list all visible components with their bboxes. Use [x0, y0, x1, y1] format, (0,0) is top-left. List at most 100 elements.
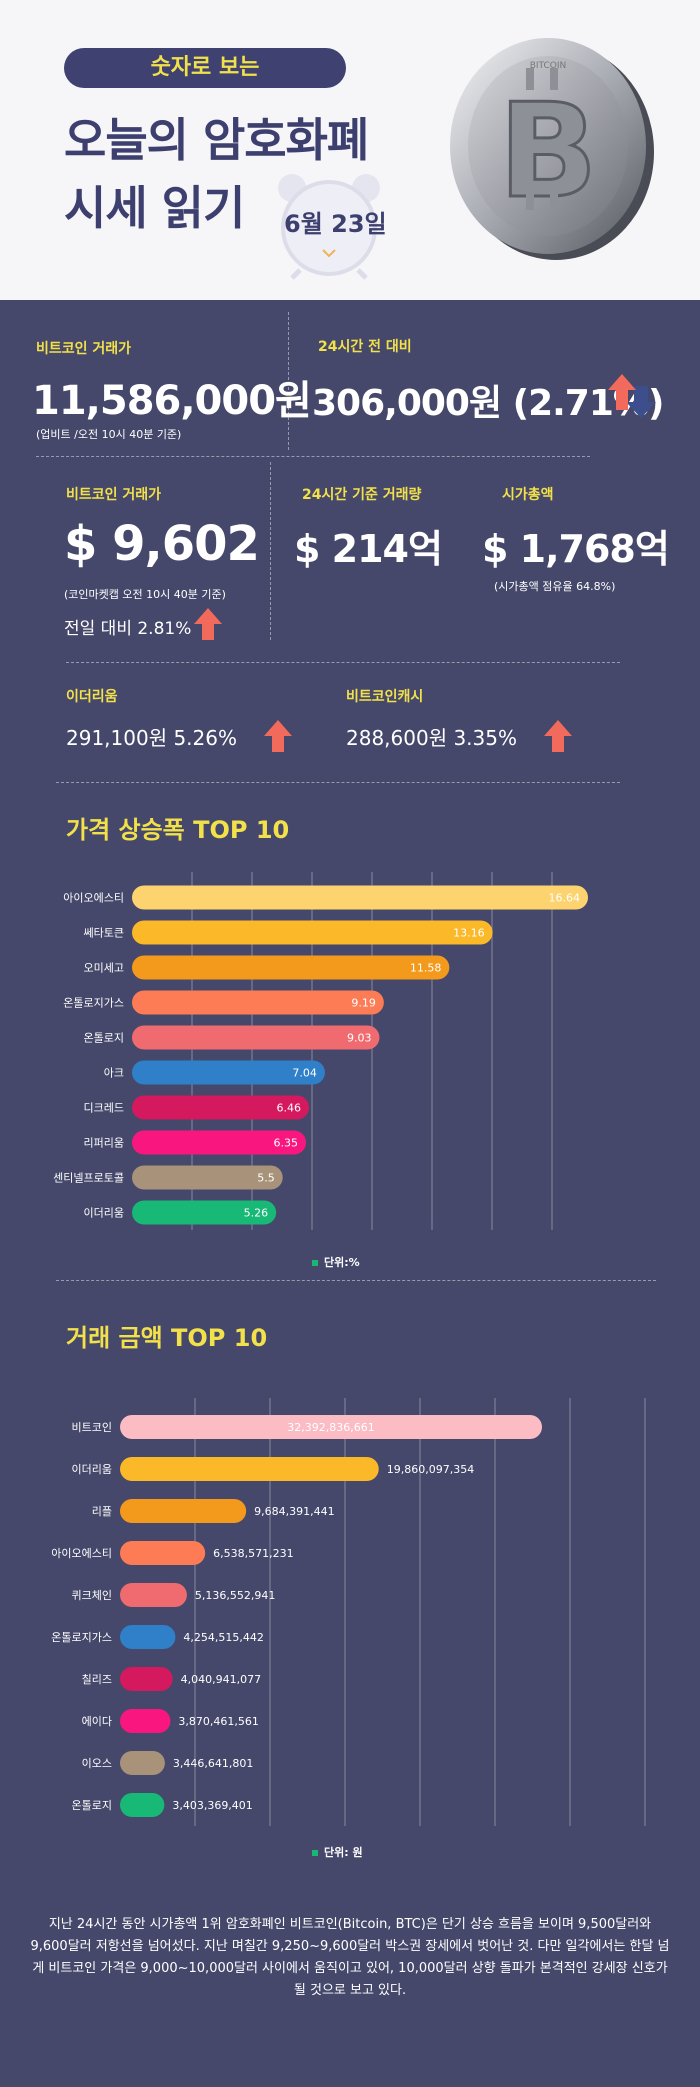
eth-label: 이더리움 [66, 689, 118, 705]
divider-vertical-1 [288, 312, 289, 450]
volume-label: 24시간 기준 거래량 [302, 487, 422, 503]
data-label: 9.19 [351, 997, 376, 1010]
change-value: 306,000원 (2.71%) [312, 383, 664, 424]
chart1-title: 가격 상승폭 TOP 10 [66, 816, 290, 844]
data-label: 6.35 [274, 1137, 299, 1150]
category-label: 온톨로지가스 [51, 1631, 112, 1644]
category-label: 리플 [92, 1505, 112, 1518]
category-label: 아이오에스티 [51, 1547, 112, 1560]
data-label: 19,860,097,354 [387, 1463, 474, 1476]
bar [120, 1751, 165, 1775]
category-label: 칠리즈 [82, 1673, 112, 1686]
btc-krw-value: 11,586,000원 [32, 378, 312, 424]
chart2-title: 거래 금액 TOP 10 [66, 1324, 268, 1352]
category-label: 온톨로지가스 [63, 997, 124, 1010]
divider-horizontal-4 [56, 1280, 656, 1281]
mcap-value: $ 1,768억 [482, 527, 670, 571]
category-label: 센티넬프로토콜 [53, 1172, 124, 1185]
data-label: 9,684,391,441 [254, 1505, 334, 1518]
bar [132, 920, 493, 945]
btc-usd-value: $ 9,602 [64, 516, 260, 572]
chart1-unit: 단위:% [312, 1254, 360, 1270]
trade-volume-chart: 비트코인 32,392,836,661 이더리움 19,860,097,354 리플 9,… [51, 1398, 646, 1826]
price-rise-chart: 아이오에스티 16.64 쎄타토큰 13.16 오미세고 11.58 온톨로지가스 9.19 온… [53, 872, 588, 1230]
btc-usd-label: 비트코인 거래가 [66, 487, 162, 503]
volume-value: $ 214억 [294, 527, 443, 571]
change-label: 24시간 전 대비 [318, 339, 412, 355]
eth-value: 291,100원 5.26% [66, 726, 237, 750]
data-label: 32,392,836,661 [287, 1421, 374, 1434]
category-label: 퀴크체인 [72, 1589, 112, 1602]
bar [120, 1709, 171, 1733]
chart2-unit: 단위: 원 [312, 1844, 363, 1860]
alarm-clock-icon [278, 174, 380, 280]
data-label: 13.16 [453, 927, 485, 940]
bitcoin-coin-icon: BITCOIN B [450, 38, 654, 260]
category-label: 디크레드 [84, 1102, 124, 1115]
mcap-note: (시가총액 점유율 64.8%) [494, 580, 616, 593]
mcap-label: 시가총액 [502, 487, 554, 503]
category-label: 아이오에스티 [63, 892, 124, 905]
bar [120, 1625, 176, 1649]
category-label: 아크 [104, 1067, 124, 1080]
bar [132, 1095, 310, 1120]
bar [132, 955, 450, 980]
header-date: 6월 23일 [284, 210, 387, 238]
bar [120, 1415, 542, 1439]
bch-up-arrow-icon [544, 720, 572, 752]
category-label: 오미세고 [84, 962, 124, 975]
bar [120, 1667, 173, 1691]
eth-up-arrow-icon [264, 720, 292, 752]
bar [120, 1793, 165, 1817]
bar [132, 990, 384, 1015]
data-label: 5.5 [257, 1172, 275, 1185]
divider-horizontal-3 [56, 782, 620, 783]
header-title-line1: 오늘의 암호화폐 [64, 113, 369, 167]
data-label: 5,136,552,941 [195, 1589, 275, 1602]
data-label: 11.58 [410, 962, 442, 975]
btc-krw-note: (업비트 /오전 10시 40분 기준) [36, 428, 182, 441]
category-label: 에이다 [82, 1715, 112, 1728]
data-label: 7.04 [292, 1067, 317, 1080]
btc-usd-note: (코인마켓캡 오전 10시 40분 기준) [64, 588, 226, 601]
bar [132, 1130, 307, 1155]
bar [120, 1583, 187, 1607]
bar [132, 1200, 277, 1225]
data-label: 3,446,641,801 [173, 1757, 253, 1770]
data-label: 3,403,369,401 [172, 1799, 252, 1812]
data-label: 6,538,571,231 [213, 1547, 293, 1560]
category-label: 온톨로지 [84, 1032, 124, 1045]
bch-value: 288,600원 3.35% [346, 726, 517, 750]
category-label: 온톨로지 [72, 1799, 112, 1812]
unit-marker-icon [312, 1850, 318, 1856]
category-label: 이더리움 [84, 1207, 124, 1220]
btc-usd-change: 전일 대비 2.81% [64, 619, 192, 639]
data-label: 4,254,515,442 [183, 1631, 263, 1644]
coin-inscription: BITCOIN [530, 61, 567, 71]
category-label: 이오스 [82, 1757, 112, 1770]
data-label: 4,040,941,077 [181, 1673, 261, 1686]
btc-krw-label: 비트코인 거래가 [36, 341, 132, 357]
unit-marker-icon [312, 1260, 318, 1266]
svg-text:B: B [498, 75, 597, 227]
bar [120, 1541, 206, 1565]
bch-label: 비트코인캐시 [346, 689, 424, 705]
divider-horizontal-2 [66, 662, 620, 663]
divider-vertical-2 [270, 462, 271, 640]
footer-paragraph: 지난 24시간 동안 시가총액 1위 암호화폐인 비트코인(Bitcoin, B… [30, 1917, 670, 1998]
bar [120, 1499, 247, 1523]
data-label: 3,870,461,561 [178, 1715, 258, 1728]
bar [132, 1165, 283, 1190]
bar [132, 885, 588, 910]
header-title-line2: 시세 읽기 [64, 181, 245, 235]
data-label: 16.64 [549, 892, 581, 905]
category-label: 비트코인 [72, 1421, 112, 1434]
up-arrow-icon [194, 608, 222, 640]
data-label: 6.46 [277, 1102, 302, 1115]
bar [132, 1060, 325, 1085]
category-label: 리퍼리움 [84, 1137, 124, 1150]
bar [132, 1025, 380, 1050]
header-pill: 숫자로 보는 [64, 48, 346, 88]
category-label: 이더리움 [72, 1463, 112, 1476]
data-label: 9.03 [347, 1032, 372, 1045]
